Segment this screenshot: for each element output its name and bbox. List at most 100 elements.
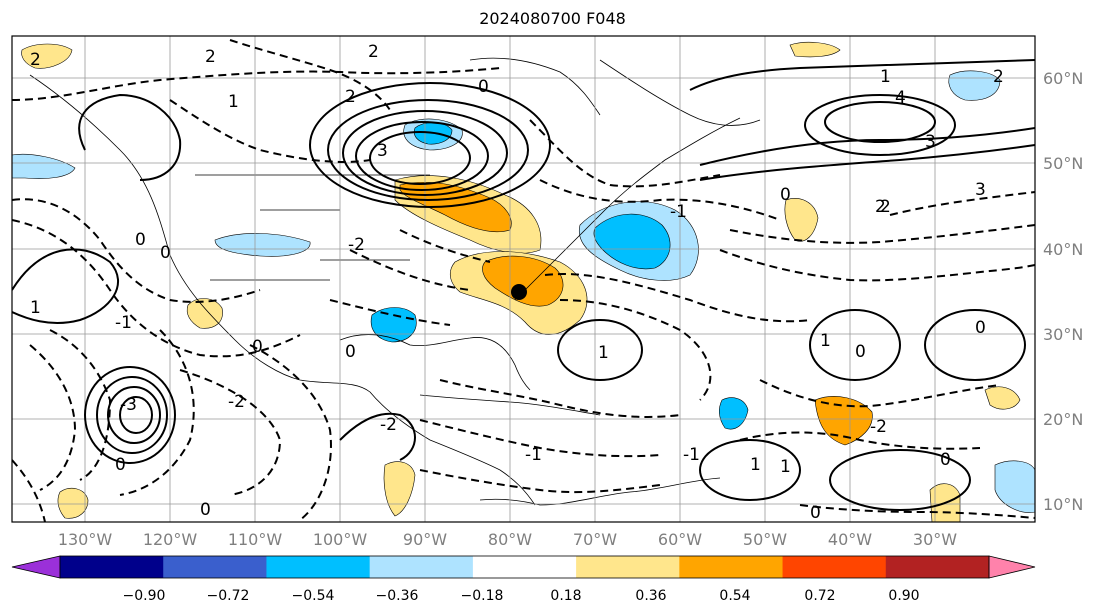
colorbar-segment <box>60 556 164 578</box>
contour-label: 0 <box>478 77 489 97</box>
latitude-labels: 60°N 50°N 40°N 30°N 20°N 10°N <box>1043 69 1083 514</box>
colorbar-segment <box>369 556 474 578</box>
lat-label: 10°N <box>1043 495 1083 514</box>
contour-label: -1 <box>683 445 700 465</box>
contour-label: 2 <box>345 87 356 107</box>
lat-label: 20°N <box>1043 410 1083 429</box>
contour-label: 3 <box>377 141 388 161</box>
location-marker <box>511 284 527 300</box>
colorbar-tick: −0.18 <box>461 588 504 604</box>
contour-label: 2 <box>205 47 216 67</box>
colorbar-segment <box>576 556 680 578</box>
lat-label: 40°N <box>1043 240 1083 259</box>
contour-labels: 2 2 1 2 0 2 3 1 2 4 3 3 2 0 -1 2 -2 0 -1… <box>30 42 1004 523</box>
colorbar-tick: 0.54 <box>719 588 750 604</box>
contour-label: 2 <box>368 42 379 62</box>
contour-label: 1 <box>228 92 239 112</box>
colorbar-segment <box>266 556 371 578</box>
contour-label: -1 <box>670 202 687 222</box>
colorbar-segment <box>885 556 990 578</box>
negative-anomaly-region <box>593 213 671 270</box>
colorbar-tick: −0.90 <box>123 588 166 604</box>
lon-label: 130°W <box>58 530 113 549</box>
positive-anomaly-region <box>21 43 73 69</box>
contour-label: 0 <box>135 230 146 250</box>
contour-label: 1 <box>780 457 791 477</box>
lon-label: 100°W <box>313 530 368 549</box>
lon-label: 40°W <box>828 530 872 549</box>
contour-label: 0 <box>345 342 356 362</box>
contour-label: 0 <box>810 503 821 523</box>
contour-label: -2 <box>228 392 245 412</box>
contour-label: 1 <box>598 343 609 363</box>
negative-anomaly-region <box>994 460 1035 513</box>
negative-anomaly-region <box>214 233 311 257</box>
plot-title: 2024080700 F048 <box>479 9 626 28</box>
colorbar-extend-min <box>11 555 61 579</box>
contour-label: -2 <box>348 235 365 255</box>
colorbar <box>11 555 1036 579</box>
negative-anomaly-region <box>12 153 76 179</box>
lat-label: 50°N <box>1043 154 1083 173</box>
contour-label: 0 <box>940 450 951 470</box>
lon-label: 120°W <box>143 530 198 549</box>
contour-label: 0 <box>252 337 263 357</box>
lon-label: 70°W <box>573 530 617 549</box>
colorbar-frame <box>59 555 990 579</box>
positive-anomaly-region <box>186 298 223 329</box>
positive-anomaly-region <box>482 255 564 307</box>
colorbar-tick: 0.90 <box>888 588 919 604</box>
contour-label: 0 <box>200 500 211 520</box>
colorbar-segment <box>679 556 784 578</box>
colorbar-tick: 0.36 <box>635 588 666 604</box>
contour-label: 2 <box>880 197 891 217</box>
map-frame <box>11 35 1036 523</box>
positive-anomaly-region <box>814 396 873 446</box>
lon-label: 110°W <box>228 530 283 549</box>
colorbar-tick: 0.72 <box>804 588 835 604</box>
contour-label: -2 <box>870 417 887 437</box>
lat-label: 30°N <box>1043 325 1083 344</box>
dashed-contours <box>12 39 1035 522</box>
positive-anomaly-region <box>984 386 1021 410</box>
contour-label: 1 <box>750 455 761 475</box>
colorbar-extend-max <box>988 555 1036 579</box>
colorbar-tick-labels: −0.90 −0.72 −0.54 −0.36 −0.18 0.18 0.36 … <box>123 588 920 604</box>
colorbar-segment <box>782 556 887 578</box>
contour-label: 3 <box>975 180 986 200</box>
colorbar-tick: −0.54 <box>292 588 335 604</box>
contour-label: 1 <box>820 331 831 351</box>
contour-label: -1 <box>115 313 132 333</box>
contour-label: -1 <box>525 445 542 465</box>
lat-label: 60°N <box>1043 69 1083 88</box>
colorbar-tick: −0.72 <box>207 588 250 604</box>
positive-anomaly-region <box>789 41 841 58</box>
lon-label: 90°W <box>403 530 447 549</box>
contour-label: 0 <box>780 185 791 205</box>
contour-label: 2 <box>875 197 886 217</box>
colorbar-tick: −0.36 <box>376 588 419 604</box>
lon-label: 60°W <box>658 530 702 549</box>
contour-label: 0 <box>160 243 171 263</box>
positive-anomaly-region <box>57 487 89 519</box>
contour-label: 3 <box>925 132 936 152</box>
contour-label: 0 <box>855 342 866 362</box>
lon-label: 50°W <box>743 530 787 549</box>
colorbar-tick: 0.18 <box>550 588 581 604</box>
positive-anomaly-region <box>784 198 819 242</box>
solid-contours <box>12 59 1035 511</box>
positive-anomaly-region <box>383 461 416 517</box>
contour-label: 0 <box>115 455 126 475</box>
negative-anomaly-region <box>719 397 749 430</box>
colorbar-segment <box>163 556 267 578</box>
contour-label: 1 <box>880 67 891 87</box>
contour-label: 2 <box>993 67 1004 87</box>
contour-label: -3 <box>120 395 137 415</box>
colorbar-segment <box>472 556 577 578</box>
lon-label: 80°W <box>488 530 532 549</box>
lon-label: 30°W <box>913 530 957 549</box>
contour-label: 0 <box>975 318 986 338</box>
contour-label: -2 <box>380 415 397 435</box>
contour-label: 4 <box>895 88 906 108</box>
